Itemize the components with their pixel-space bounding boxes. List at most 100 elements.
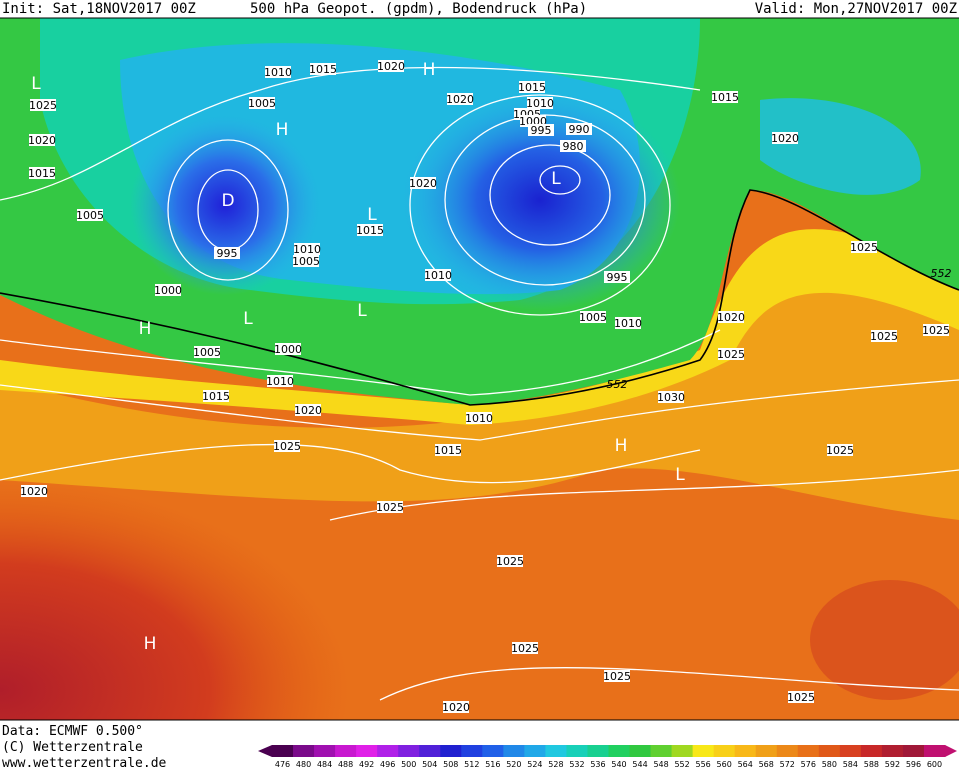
isobar-label: 1010	[465, 412, 493, 425]
isobar-label-bg	[274, 440, 300, 452]
isobar-label: 1025	[850, 241, 878, 254]
header-bg	[0, 0, 959, 18]
legend-swatch	[545, 745, 567, 757]
contour-552	[0, 189, 959, 406]
pressure-center: D	[221, 191, 234, 211]
pressure-center: L	[675, 465, 685, 485]
isobar-label-bg	[560, 140, 586, 152]
isobar-label: 1025	[496, 555, 524, 568]
isobar-label: 1025	[603, 670, 631, 683]
pressure-center: H	[276, 120, 289, 140]
isobar-label-bg	[30, 99, 56, 111]
isobar-label-bg	[435, 444, 461, 456]
isobar-label-bg	[527, 97, 553, 109]
isobar-label: 1025	[376, 501, 404, 514]
valid-label: Valid: Mon,27NOV2017 00Z	[755, 1, 957, 17]
isobar-label: 990	[569, 123, 590, 136]
legend-swatch	[692, 745, 715, 757]
legend-label: 492	[359, 760, 374, 769]
website: www.wetterzentrale.de	[2, 756, 167, 770]
legend-label: 516	[485, 760, 500, 769]
legend-label: 596	[906, 760, 921, 769]
isobars	[0, 66, 959, 701]
legend-label: 592	[885, 760, 900, 769]
legend-label: 600	[927, 760, 942, 769]
isobar-label: 1020	[377, 60, 405, 73]
isobar-label-bg	[443, 701, 469, 713]
isobar-label-bg	[410, 177, 436, 189]
isobar-label-bg	[604, 670, 630, 682]
legend-swatch	[356, 745, 378, 757]
isobar-label: 1010	[424, 269, 452, 282]
legend-swatch	[839, 745, 862, 757]
legend-label: 536	[590, 760, 605, 769]
legend-label: 484	[317, 760, 332, 769]
legend-swatch	[566, 745, 588, 757]
isobar-label: 1005	[76, 209, 104, 222]
isobar-label: 980	[563, 140, 584, 153]
isobar-label: 1015	[356, 224, 384, 237]
isobar-label-bg	[378, 60, 404, 72]
isobar-label-bg	[377, 501, 403, 513]
isobar-label-bg	[425, 269, 451, 281]
isobar-label: 1020	[771, 132, 799, 145]
isobar-label: 1005	[248, 97, 276, 110]
legend-swatch	[881, 745, 904, 757]
pressure-center: L	[367, 205, 377, 225]
isobar-label: 1015	[434, 444, 462, 457]
legend-swatch	[818, 745, 841, 757]
legend-label: 544	[632, 760, 647, 769]
isobar-label-bg	[519, 81, 545, 93]
legend-swatch	[524, 745, 546, 757]
pressure-center: L	[357, 301, 367, 321]
isobar-label: 1020	[446, 93, 474, 106]
legend-label: 540	[611, 760, 626, 769]
isobar-label-bg	[29, 167, 55, 179]
legend-label: 564	[738, 760, 753, 769]
isobar-label: 1005	[579, 311, 607, 324]
copyright: (C) Wetterzentrale	[2, 740, 143, 755]
isobar-label-bg	[871, 330, 897, 342]
isobar-label: 1025	[511, 642, 539, 655]
isobar-label: 1015	[202, 390, 230, 403]
legend-swatch	[755, 745, 778, 757]
isobar-label-bg	[580, 311, 606, 323]
legend-swatch	[671, 745, 694, 757]
isobar-label-bg	[718, 311, 744, 323]
legend-label: 528	[548, 760, 563, 769]
isobar-label: 1005	[292, 255, 320, 268]
isobar-label-bg	[275, 343, 301, 355]
legend-arrow-left	[258, 745, 272, 757]
isobar-label: 1015	[309, 63, 337, 76]
legend-label: 580	[822, 760, 837, 769]
legend-swatch	[398, 745, 420, 757]
legend-label: 480	[296, 760, 311, 769]
isobar-label-bg	[528, 124, 554, 136]
legend-label: 556	[696, 760, 711, 769]
isobar-label: 1010	[293, 243, 321, 256]
legend-label: 488	[338, 760, 353, 769]
isobar-label: 1010	[264, 66, 292, 79]
isobar-label-bg	[21, 485, 47, 497]
legend-swatch	[503, 745, 525, 757]
pressure-center: H	[144, 634, 157, 654]
legend-swatch	[902, 745, 925, 757]
isobar-label: 1000	[154, 284, 182, 297]
isobar-label: 1010	[526, 97, 554, 110]
isobar-label: 1005	[193, 346, 221, 359]
isobar-label: 1020	[717, 311, 745, 324]
isobar-label-bg	[310, 63, 336, 75]
isobar-label: 1025	[787, 691, 815, 704]
legend-label: 568	[759, 760, 774, 769]
isobar-label: 995	[217, 247, 238, 260]
isobar-label: 1025	[922, 324, 950, 337]
isobar-label-bg	[851, 241, 877, 253]
legend-swatch	[482, 745, 504, 757]
isobar-label-bg	[615, 317, 641, 329]
legend-swatch	[650, 745, 673, 757]
isobar-label-bg	[712, 91, 738, 103]
legend-swatch	[797, 745, 820, 757]
legend-label: 572	[780, 760, 795, 769]
isobar-label: 1020	[409, 177, 437, 190]
